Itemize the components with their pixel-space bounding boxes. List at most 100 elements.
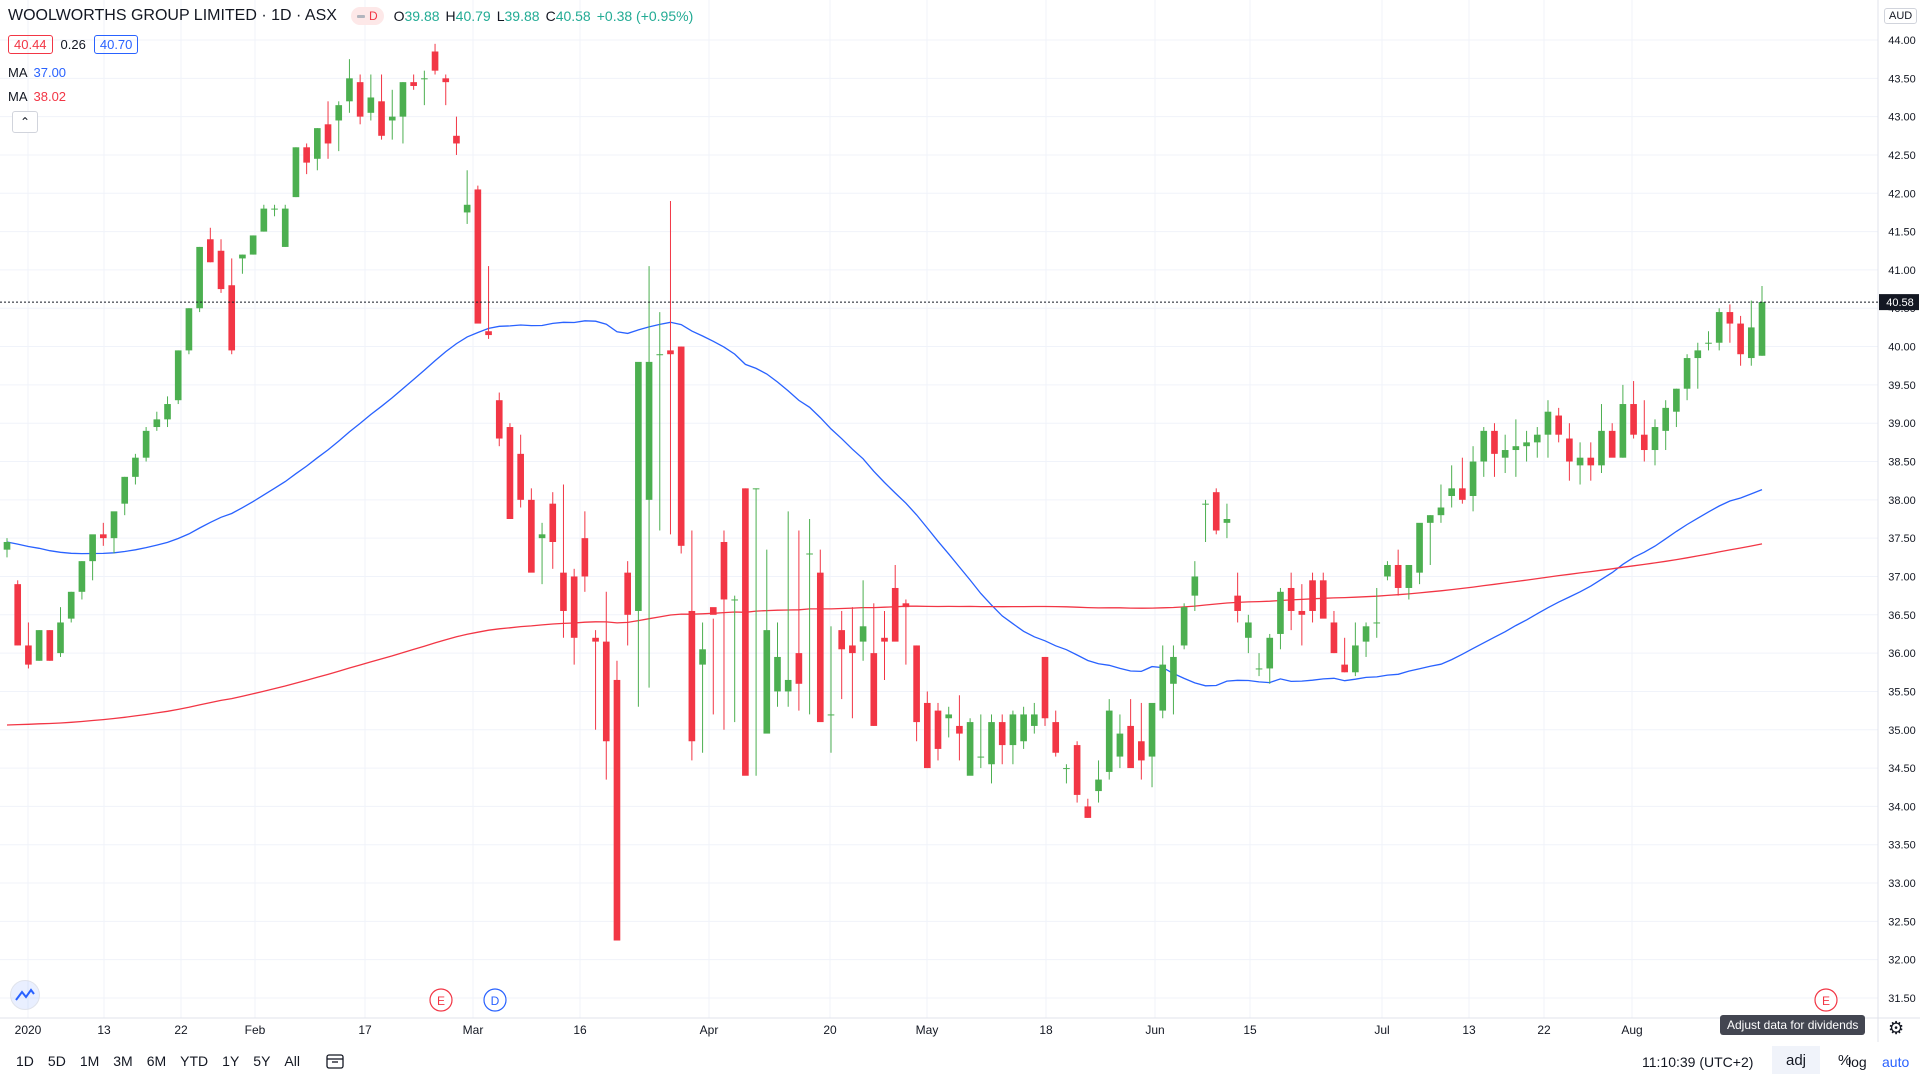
candle <box>977 714 985 769</box>
bid-price[interactable]: 40.44 <box>8 35 53 54</box>
candle <box>1533 427 1541 458</box>
candle <box>602 591 610 780</box>
timeframe-5d-button[interactable]: 5D <box>47 1053 66 1069</box>
candle <box>1116 714 1124 769</box>
candle-body <box>292 147 300 198</box>
auto-toggle[interactable]: auto <box>1882 1054 1910 1070</box>
time-tick-label: 15 <box>1243 1023 1257 1037</box>
timeframe-ytd-button[interactable]: YTD <box>180 1053 209 1069</box>
chart-grid <box>0 0 1878 1018</box>
candle-body <box>1544 411 1552 435</box>
candle <box>667 200 674 535</box>
currency-label[interactable]: AUD <box>1884 8 1918 24</box>
price-chart[interactable]: 44.0043.5043.0042.5042.0041.5041.0040.50… <box>0 0 1920 1042</box>
price-tick-label: 34.50 <box>1888 763 1916 775</box>
candle <box>324 101 332 159</box>
calendar-range-icon[interactable] <box>326 1053 344 1069</box>
candle <box>1555 407 1562 443</box>
event-marker-earnings[interactable]: E <box>1814 988 1838 1012</box>
candle-body <box>923 702 931 769</box>
indicator-ma-slow[interactable]: MA 38.02 <box>8 89 66 104</box>
candle-body <box>303 147 310 163</box>
timeframe-all-button[interactable]: All <box>284 1053 300 1069</box>
time-tick-label: 22 <box>174 1023 188 1037</box>
candle <box>399 82 407 144</box>
timeframe-3m-button[interactable]: 3M <box>113 1053 133 1069</box>
candle-body <box>1030 714 1038 726</box>
candle-body <box>142 430 150 458</box>
ask-price[interactable]: 40.70 <box>93 35 139 54</box>
candle-body <box>570 576 578 638</box>
bottom-toolbar: 1D 5D 1M 3M 6M YTD 1Y 5Y All <box>0 1042 1920 1080</box>
candle <box>1523 430 1530 462</box>
candle <box>1138 702 1145 780</box>
candle <box>388 89 396 140</box>
axes: 44.0043.5043.0042.5042.0041.5041.0040.50… <box>0 0 1920 1042</box>
candle <box>1694 342 1702 389</box>
candle <box>14 580 22 646</box>
percent-toggle[interactable]: % <box>1838 1052 1852 1069</box>
candle <box>421 70 428 106</box>
timeframe-1y-button[interactable]: 1Y <box>222 1053 240 1069</box>
candle <box>506 423 514 519</box>
candle <box>1544 400 1552 458</box>
timeframe-1d-button[interactable]: 1D <box>16 1053 34 1069</box>
candle <box>346 59 353 113</box>
close-label: C <box>545 8 556 24</box>
candle-body <box>1758 302 1766 356</box>
candle-body <box>1266 637 1274 669</box>
price-tick-label: 40.00 <box>1888 342 1916 354</box>
candle-body <box>174 350 182 401</box>
candle-body <box>1737 323 1744 355</box>
symbol-title[interactable]: WOOLWORTHS GROUP LIMITED · 1D · ASX <box>8 7 337 24</box>
candle-body <box>1180 607 1188 646</box>
log-toggle[interactable]: log <box>1848 1054 1867 1070</box>
candle-body <box>549 503 557 542</box>
candle <box>1405 564 1413 600</box>
candle-body <box>538 534 546 539</box>
candle <box>356 74 364 125</box>
price-tick-label: 32.00 <box>1888 955 1916 967</box>
candle-body <box>1212 492 1220 531</box>
candle <box>1105 699 1113 780</box>
candle <box>110 511 118 554</box>
gear-icon[interactable]: ⚙ <box>1888 1018 1905 1038</box>
timeframe-6m-button[interactable]: 6M <box>146 1053 167 1069</box>
candle-body <box>1448 488 1455 497</box>
tradingview-logo-icon[interactable] <box>10 980 40 1010</box>
candle <box>207 227 214 263</box>
candle-body <box>1073 745 1081 795</box>
candle <box>1651 419 1659 466</box>
candle-body <box>956 725 963 734</box>
high-label: H <box>445 8 456 24</box>
clock-timezone[interactable]: 11:10:39 (UTC+2) <box>1642 1054 1754 1070</box>
candle <box>1512 419 1520 477</box>
timeframe-1m-button[interactable]: 1M <box>79 1053 100 1069</box>
timeframe-5y-button[interactable]: 5Y <box>253 1053 271 1069</box>
time-tick-label: 2020 <box>15 1023 42 1037</box>
collapse-legend-button[interactable]: ⌃ <box>12 111 38 133</box>
candle-body <box>934 710 942 749</box>
indicator-ma-fast[interactable]: MA 37.00 <box>8 65 66 80</box>
candle <box>1416 522 1423 585</box>
candle-body <box>763 630 771 734</box>
candle-body <box>1138 741 1145 761</box>
candle-body <box>517 453 524 500</box>
candle <box>217 239 225 293</box>
candle <box>89 534 96 581</box>
adj-toggle[interactable]: adj <box>1772 1046 1820 1074</box>
event-marker-dividend[interactable]: D <box>483 988 507 1012</box>
candle-body <box>645 361 653 500</box>
candle <box>378 74 385 140</box>
status-badge: D <box>350 7 384 25</box>
candles <box>3 43 1766 941</box>
candle-body <box>14 584 22 646</box>
candle-body <box>67 591 75 619</box>
candle-body <box>239 254 246 259</box>
indicator-label: MA <box>8 65 28 80</box>
event-marker-earnings[interactable]: E <box>429 988 453 1012</box>
candle-body <box>367 97 375 113</box>
candle-body <box>838 630 846 650</box>
candle <box>271 204 278 217</box>
candle-body <box>346 78 353 102</box>
